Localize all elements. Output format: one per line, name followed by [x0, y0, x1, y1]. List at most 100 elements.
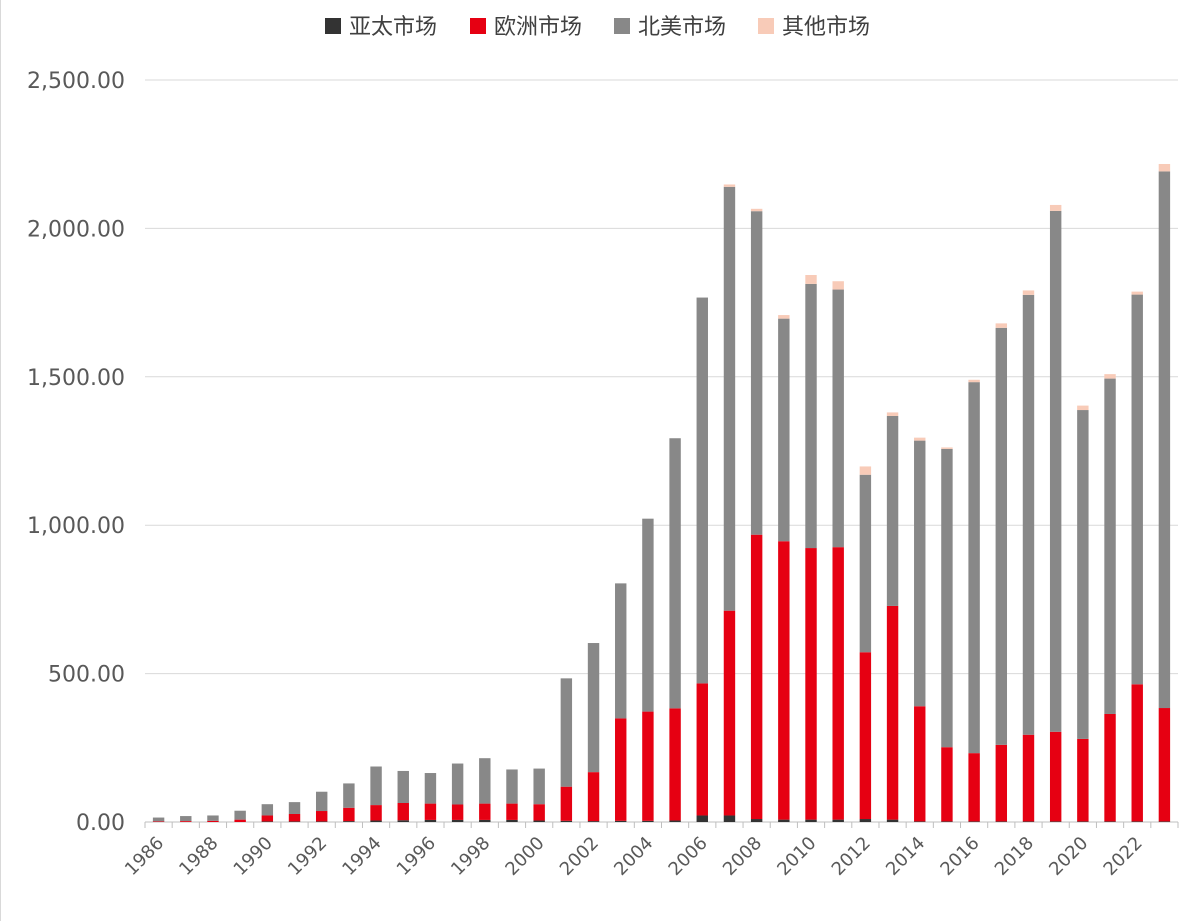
bar-segment: [506, 769, 518, 804]
bar-segment: [832, 547, 844, 820]
bar-segment: [941, 448, 953, 748]
bar-segment: [859, 819, 872, 822]
x-tick-label: 1988: [175, 833, 222, 880]
legend-swatch: [325, 18, 341, 34]
bar-segment: [615, 583, 627, 719]
bar-segment: [1131, 821, 1143, 822]
bar-segment: [424, 819, 437, 822]
bar-segment: [506, 819, 518, 822]
left-border: [0, 0, 1, 921]
bar-segment: [370, 805, 382, 821]
bar-segment: [234, 819, 246, 822]
bar-segment: [968, 379, 980, 383]
bar-segment: [750, 534, 763, 820]
bar-segment: [696, 815, 708, 822]
bar-segment: [859, 466, 872, 475]
legend: 亚太市场 欧洲市场 北美市场 其他市场: [325, 15, 870, 40]
bar-segment: [1022, 290, 1035, 295]
bar-segment: [995, 744, 1008, 822]
bar-segment: [180, 816, 192, 822]
x-tick-label: 2016: [936, 833, 983, 880]
bar-segment: [723, 815, 736, 822]
bar-segment: [1158, 171, 1171, 709]
x-tick-label: 1998: [447, 833, 494, 880]
bar-segment: [1049, 821, 1062, 822]
bar-segment: [533, 820, 545, 822]
bar-segment: [968, 382, 980, 754]
bar-segment: [886, 819, 899, 822]
bar-segment: [1022, 734, 1035, 822]
bar-segment: [152, 821, 165, 822]
legend-swatch: [470, 18, 486, 34]
bar-segment: [1104, 374, 1116, 379]
y-tick-label: 2,500.00: [27, 69, 125, 94]
bar-segment: [288, 802, 301, 814]
bar-segment: [750, 208, 763, 212]
bar-segment: [914, 706, 926, 822]
bar-segment: [1131, 291, 1143, 295]
x-tick-label: 1990: [230, 833, 277, 880]
bar-segment: [832, 281, 844, 290]
bar-segment: [886, 412, 899, 416]
bar-segment: [479, 803, 491, 820]
bar-segment: [669, 438, 681, 709]
bar-segment: [778, 541, 790, 820]
bar-segment: [288, 821, 301, 822]
bar-segment: [1158, 708, 1171, 822]
bar-segment: [451, 819, 464, 822]
bar-segment: [587, 643, 600, 773]
bar-segment: [805, 274, 817, 284]
bar-segment: [723, 184, 736, 187]
x-tick-label: 1992: [284, 833, 331, 880]
bar-segment: [261, 821, 274, 822]
bars: [152, 163, 1171, 822]
bar-segment: [479, 758, 491, 804]
y-tick-label: 0.00: [76, 811, 125, 836]
bar-segment: [207, 815, 219, 821]
bar-segment: [533, 768, 545, 805]
bar-segment: [261, 815, 274, 822]
bar-segment: [859, 474, 872, 653]
y-axis: 0.00 500.00 1,000.00 1,500.00 2,000.00 2,500.…: [27, 69, 125, 836]
bar-segment: [1077, 405, 1089, 411]
bar-segment: [533, 804, 545, 821]
bar-segment: [805, 283, 817, 549]
bar-segment: [451, 763, 464, 805]
bar-segment: [968, 753, 980, 822]
bar-segment: [397, 820, 409, 822]
legend-swatch: [614, 18, 630, 34]
bar-segment: [1131, 294, 1143, 685]
bar-segment: [805, 819, 817, 822]
bar-segment: [750, 819, 763, 822]
bar-segment: [560, 820, 573, 822]
bar-segment: [642, 518, 654, 712]
bar-segment: [207, 820, 219, 822]
bar-segment: [995, 821, 1008, 822]
bar-segment: [1158, 821, 1171, 822]
bar-segment: [859, 652, 872, 820]
x-tick-label: 1996: [393, 833, 440, 880]
x-tick-label: 2000: [501, 833, 548, 880]
bar-segment: [696, 297, 708, 684]
bar-segment: [1022, 294, 1035, 735]
bar-segment: [886, 605, 899, 820]
bar-segment: [560, 786, 573, 821]
bar-segment: [560, 678, 573, 787]
bar-segment: [914, 821, 926, 822]
bar-segment: [261, 804, 274, 816]
x-axis: 1986 1988 1990 1992 1994 1996 1998 2000 2002 2004…: [121, 822, 1179, 880]
x-tick-label: 2006: [665, 833, 712, 880]
bar-segment: [1158, 163, 1171, 172]
bar-segment: [805, 548, 817, 820]
bar-segment: [615, 718, 627, 821]
bar-segment: [941, 821, 953, 822]
bar-segment: [1049, 204, 1062, 211]
bar-segment: [424, 773, 437, 804]
bar-segment: [1022, 821, 1035, 822]
legend-label: 欧洲市场: [494, 15, 582, 40]
x-tick-label: 2020: [1045, 833, 1092, 880]
bar-segment: [832, 289, 844, 548]
bar-segment: [723, 610, 736, 816]
bar-segment: [1104, 378, 1116, 714]
bar-segment: [587, 821, 600, 822]
